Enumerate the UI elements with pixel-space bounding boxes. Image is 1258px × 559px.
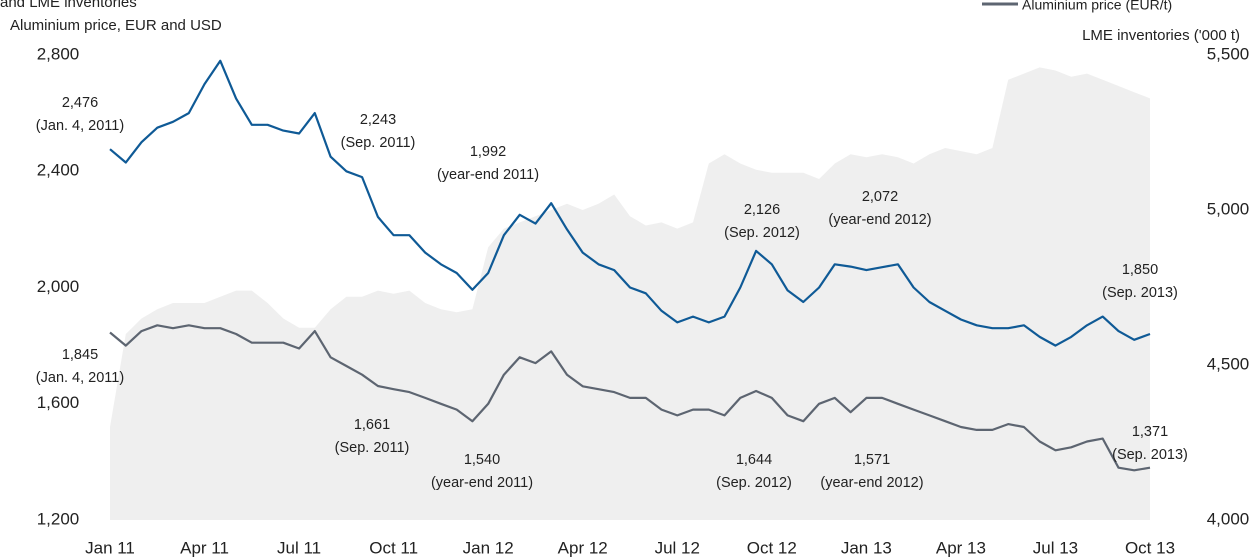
x-tick-label: Jul 11 — [277, 538, 321, 557]
annotation: (Sep. 2011) — [341, 135, 416, 151]
price-line — [109, 324, 1151, 472]
x-tick-label: Jan 13 — [841, 538, 892, 557]
y-axis-label: Aluminium price, EUR and USD — [10, 17, 222, 34]
y-tick-label: 2,400 — [37, 161, 80, 180]
annotation: 1,540 — [464, 452, 500, 468]
annotation: (Sep. 2012) — [716, 475, 792, 491]
annotation: (Sep. 2013) — [1102, 285, 1178, 301]
price-line — [109, 59, 1151, 347]
x-tick-label: Oct 11 — [369, 538, 418, 557]
y2-tick-label: 4,500 — [1207, 354, 1250, 373]
y-tick-label: 2,000 — [37, 277, 80, 296]
y2-tick-label: 4,000 — [1207, 509, 1250, 528]
annotation: 2,072 — [862, 189, 898, 205]
annotation: 1,845 — [62, 347, 98, 363]
annotation: (Jan. 4, 2011) — [36, 370, 124, 386]
x-tick-label: Oct 13 — [1125, 538, 1175, 557]
y-tick-label: 2,800 — [37, 44, 80, 63]
annotation: 2,243 — [360, 112, 396, 128]
annotation: (Jan. 4, 2011) — [36, 118, 124, 134]
x-tick-label: Apr 12 — [558, 538, 608, 557]
y-tick-label: 1,600 — [37, 393, 80, 412]
annotation: 1,850 — [1122, 262, 1158, 278]
annotation: 1,644 — [736, 452, 772, 468]
annotation: 1,661 — [354, 417, 390, 433]
y2-tick-label: 5,500 — [1207, 44, 1250, 63]
annotation: 1,571 — [854, 452, 890, 468]
annotation: (year-end 2012) — [820, 475, 923, 491]
annotation: (Sep. 2012) — [724, 225, 800, 241]
annotation: (year-end 2011) — [437, 167, 539, 183]
annotation: (year-end 2012) — [828, 212, 931, 228]
y2-tick-label: 5,000 — [1207, 199, 1250, 218]
x-tick-label: Oct 12 — [747, 538, 797, 557]
x-tick-label: Jul 12 — [655, 538, 700, 557]
x-tick-label: Apr 11 — [180, 538, 229, 557]
x-tick-label: Jan 12 — [463, 538, 514, 557]
annotation: 1,371 — [1132, 424, 1168, 440]
annotation: 1,992 — [470, 144, 506, 160]
x-tick-label: Apr 13 — [936, 538, 986, 557]
annotation: (year-end 2011) — [431, 475, 533, 491]
inventory-area — [110, 67, 1150, 521]
annotation: (Sep. 2011) — [335, 440, 410, 456]
annotation: 2,126 — [744, 202, 780, 218]
annotation: 2,476 — [62, 95, 98, 111]
y-tick-label: 1,200 — [37, 509, 80, 528]
x-tick-label: Jul 13 — [1033, 538, 1078, 557]
chart-title: and LME inventories — [0, 0, 137, 11]
legend-label: Aluminium price (EUR/t) — [1022, 0, 1172, 13]
x-tick-label: Jan 11 — [85, 538, 135, 557]
annotation: (Sep. 2013) — [1112, 447, 1188, 463]
y2-axis-label: LME inventories ('000 t) — [1082, 27, 1240, 44]
